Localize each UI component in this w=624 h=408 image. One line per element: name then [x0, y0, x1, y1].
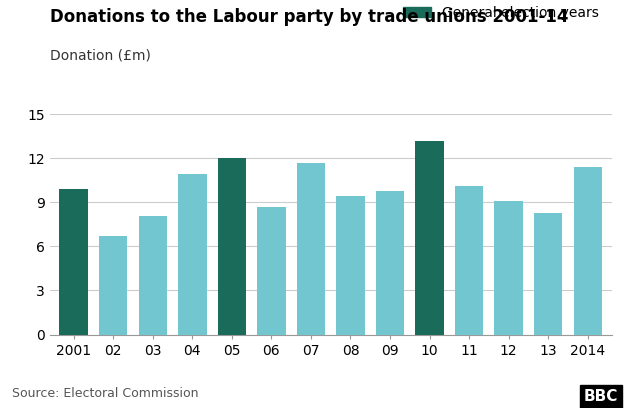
Text: BBC: BBC [583, 389, 618, 404]
Legend: General election years: General election years [397, 0, 605, 25]
Bar [296, 163, 325, 335]
Text: Source: Electoral Commission: Source: Electoral Commission [12, 387, 199, 400]
Bar [455, 186, 484, 335]
Bar [218, 157, 246, 335]
Bar [416, 141, 444, 335]
Bar [139, 215, 167, 335]
Bar [59, 189, 88, 335]
Bar [573, 167, 602, 335]
Bar [534, 213, 562, 335]
Bar [178, 175, 207, 335]
Bar [336, 197, 365, 335]
Bar [257, 207, 286, 335]
Bar [494, 201, 523, 335]
Text: Donation (£m): Donation (£m) [50, 49, 151, 63]
Text: Donations to the Labour party by trade unions 2001-14: Donations to the Labour party by trade u… [50, 8, 568, 26]
Bar [99, 236, 127, 335]
Bar [376, 191, 404, 335]
